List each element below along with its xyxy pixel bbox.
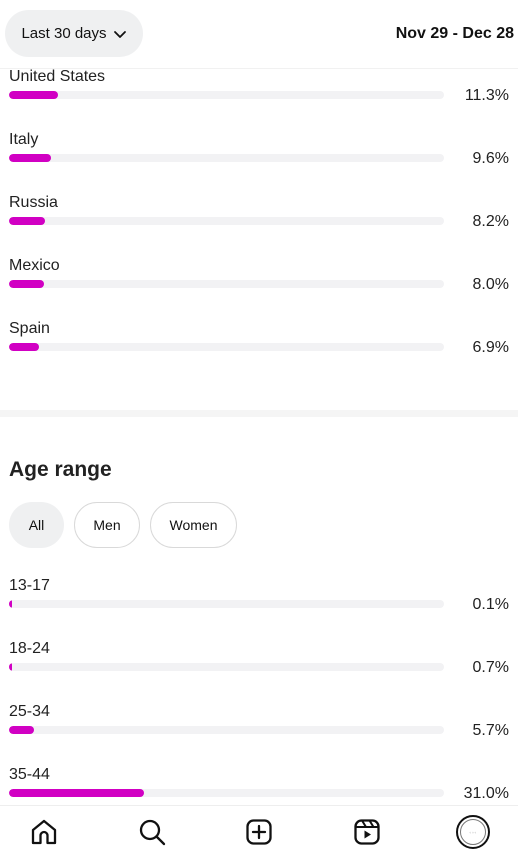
country-label: Mexico [9, 257, 60, 274]
age-range-title: Age range [9, 458, 112, 481]
country-label: Russia [9, 194, 58, 211]
country-row: Russia 8.2% [9, 194, 509, 254]
age-bar-fill [9, 789, 144, 797]
nav-search-button[interactable] [136, 816, 168, 848]
create-icon [246, 819, 272, 845]
age-value: 31.0% [463, 785, 509, 802]
chevron-down-icon [113, 30, 126, 38]
country-bar-fill [9, 343, 39, 351]
country-bar-fill [9, 217, 45, 225]
country-bar-track [9, 154, 444, 162]
age-bar-fill [9, 726, 34, 734]
date-range-dropdown-label: Last 30 days [21, 25, 107, 42]
age-bar-track [9, 726, 444, 734]
country-value: 11.3% [464, 87, 509, 104]
age-label: 25-34 [9, 703, 50, 720]
age-row: 18-24 0.7% [9, 640, 509, 700]
age-value: 0.1% [472, 596, 509, 613]
nav-create-button[interactable] [243, 816, 275, 848]
country-value: 8.0% [472, 276, 509, 293]
age-bar-fill [9, 663, 13, 671]
country-value: 6.9% [472, 339, 509, 356]
country-label: Italy [9, 131, 39, 148]
avatar-logo: ◦◦◦ [460, 819, 486, 845]
age-bar-track [9, 663, 444, 671]
age-label: 35-44 [9, 766, 50, 783]
country-bar-fill [9, 280, 44, 288]
filter-women-button[interactable]: Women [150, 502, 237, 548]
country-value: 8.2% [472, 213, 509, 230]
nav-reels-button[interactable] [351, 816, 383, 848]
country-row: Italy 9.6% [9, 131, 509, 191]
age-bar-fill [9, 600, 12, 608]
date-range-text: Nov 29 - Dec 28 [395, 25, 514, 42]
age-bar-track [9, 789, 444, 797]
age-label: 18-24 [9, 640, 50, 657]
nav-profile-avatar[interactable]: ◦◦◦ [456, 815, 490, 849]
country-bar-track [9, 280, 444, 288]
country-bar-fill [9, 154, 51, 162]
age-value: 0.7% [472, 659, 509, 676]
country-row: Mexico 8.0% [9, 257, 509, 317]
country-bar-track [9, 91, 444, 99]
date-range-dropdown[interactable]: Last 30 days [5, 10, 143, 57]
country-bar-track [9, 343, 444, 351]
reels-icon [354, 819, 380, 845]
country-bar-track [9, 217, 444, 225]
age-row: 25-34 5.7% [9, 703, 509, 763]
filter-men-button[interactable]: Men [74, 502, 140, 548]
country-row: Spain 6.9% [9, 320, 509, 380]
age-row: 35-44 31.0% [9, 766, 509, 826]
country-bar-fill [9, 91, 59, 99]
section-divider [0, 410, 518, 417]
filter-all-button[interactable]: All [9, 502, 64, 548]
age-label: 13-17 [9, 577, 50, 594]
age-value: 5.7% [472, 722, 509, 739]
country-value: 9.6% [472, 150, 509, 167]
home-icon [31, 819, 57, 845]
country-row: United States 11.3% [9, 68, 509, 128]
bottom-nav: ◦◦◦ [0, 805, 518, 853]
age-row: 13-17 0.1% [9, 577, 509, 637]
age-bar-track [9, 600, 444, 608]
search-icon [139, 819, 166, 846]
country-label: United States [9, 68, 106, 85]
country-label: Spain [9, 320, 50, 337]
nav-home-button[interactable] [28, 816, 60, 848]
header: Last 30 days Nov 29 - Dec 28 [0, 0, 518, 69]
